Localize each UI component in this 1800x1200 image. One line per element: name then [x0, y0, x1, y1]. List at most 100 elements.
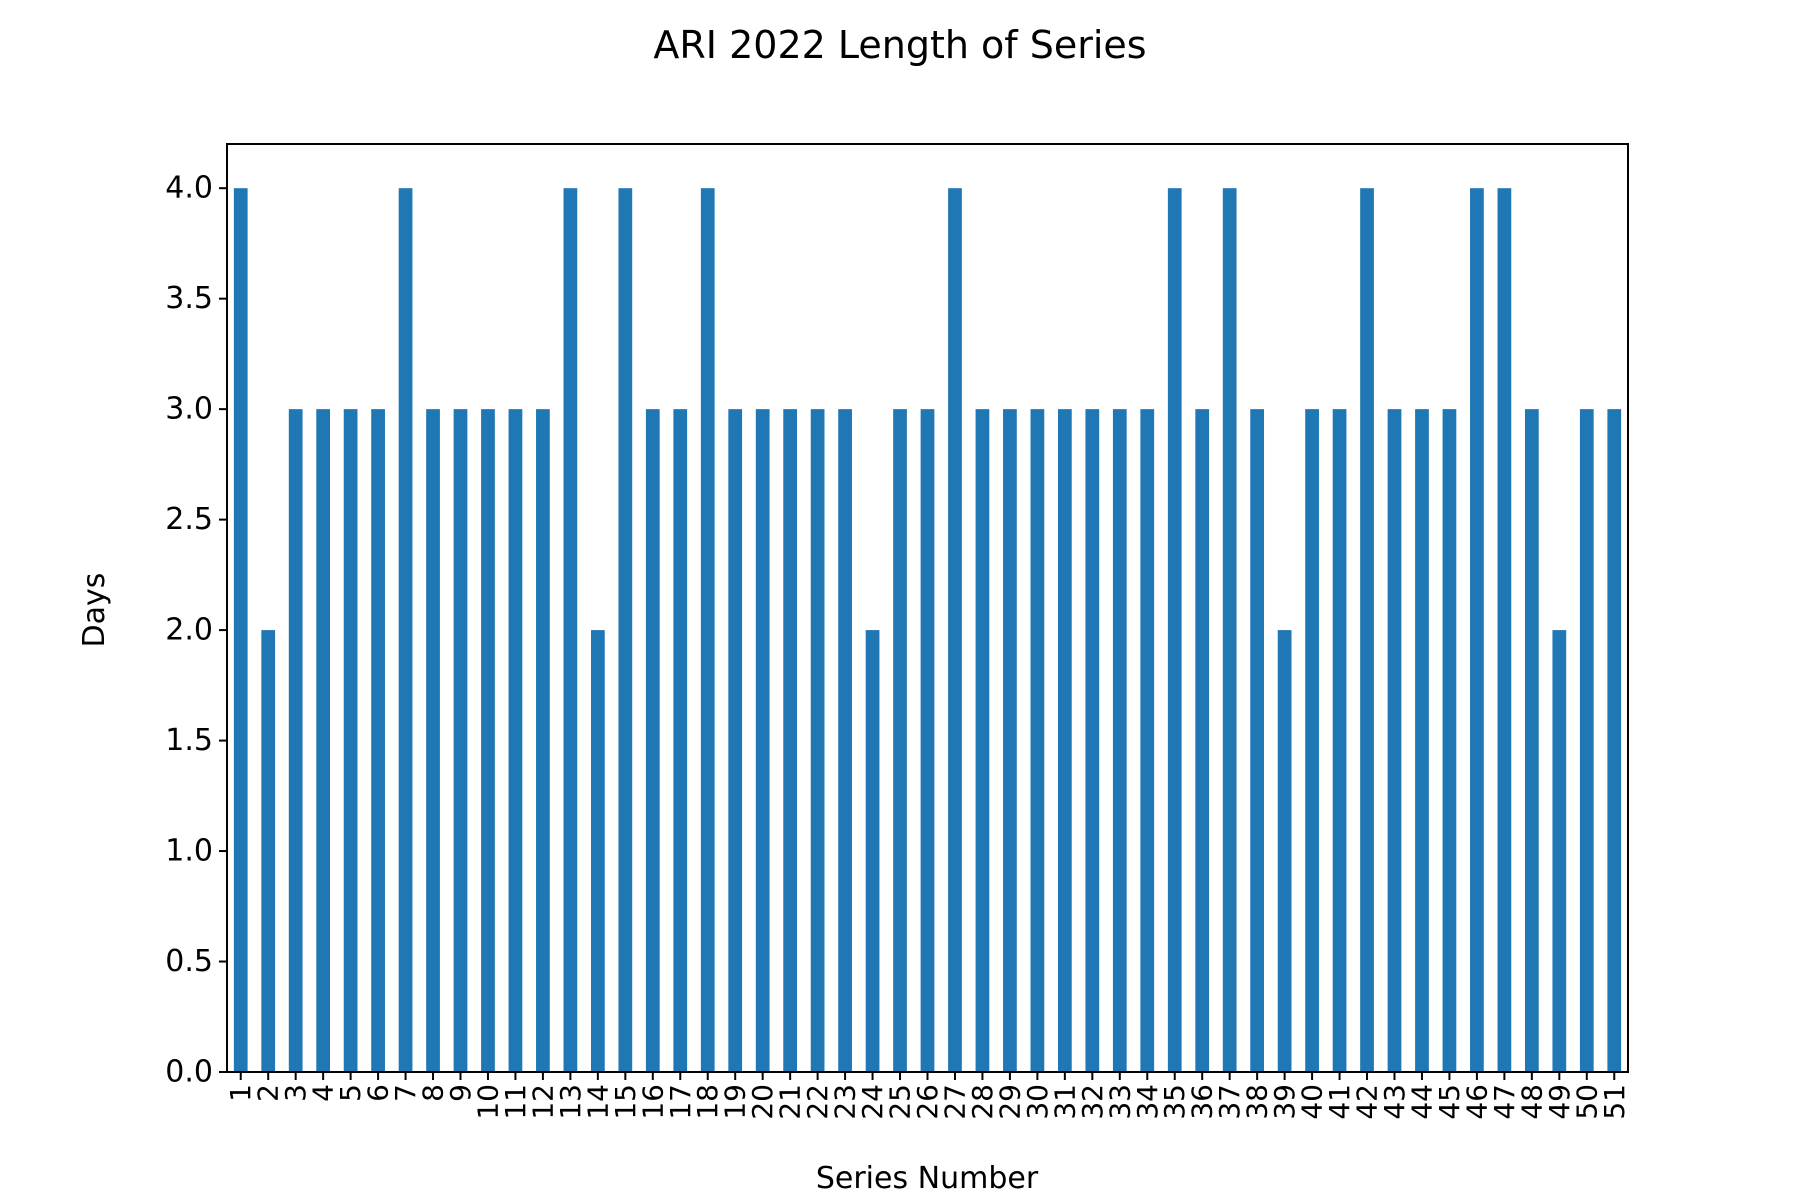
x-tick-label: 10: [471, 1084, 504, 1120]
y-tick-label: 0.5: [165, 944, 213, 979]
bar-series-46: [1470, 188, 1484, 1072]
bar-series-26: [920, 409, 935, 1073]
x-tick-label: 30: [1021, 1084, 1054, 1120]
bar-series-42: [1360, 188, 1374, 1072]
bar-series-28: [975, 409, 990, 1073]
plot-frame: [226, 143, 1629, 1073]
bar-series-31: [1057, 409, 1072, 1073]
x-tick-label: 2: [252, 1084, 285, 1102]
x-tick-label: 8: [417, 1084, 450, 1102]
x-tick-label: 40: [1296, 1084, 1329, 1120]
bar-series-33: [1112, 409, 1127, 1073]
x-tick-label: 14: [581, 1084, 614, 1120]
x-tick-label: 11: [499, 1084, 532, 1120]
x-tick-label: 46: [1460, 1084, 1493, 1120]
chart-title: ARI 2022 Length of Series: [653, 23, 1146, 67]
bar-series-25: [893, 409, 907, 1073]
x-tick-label: 17: [664, 1084, 697, 1120]
y-axis-label: Days: [77, 573, 112, 648]
x-axis-ticks: 1234567891011121314151617181920212223242…: [224, 1072, 1631, 1120]
y-axis-ticks: 0.0 0.5 1.0 1.5 2.0 2.5 3.0 3.5 4.0: [165, 171, 227, 1090]
bar-series-9: [453, 409, 468, 1073]
bar-series-8: [426, 409, 440, 1073]
x-tick-label: 41: [1323, 1084, 1356, 1120]
bar-series-40: [1305, 409, 1319, 1073]
x-tick-label: 22: [801, 1084, 834, 1120]
bar-series-34: [1140, 409, 1155, 1073]
x-tick-label: 29: [993, 1084, 1026, 1120]
x-tick-label: 1: [224, 1084, 257, 1102]
bar-series-16: [645, 409, 660, 1073]
x-tick-label: 51: [1598, 1084, 1631, 1120]
x-tick-label: 49: [1543, 1084, 1576, 1120]
bar-series-41: [1332, 409, 1347, 1073]
x-tick-label: 5: [334, 1084, 367, 1102]
y-tick-label: 3.5: [165, 281, 213, 316]
bar-series-20: [755, 409, 770, 1073]
bar-series-35: [1167, 188, 1182, 1072]
bar-series-50: [1579, 409, 1594, 1073]
x-tick-label: 21: [774, 1084, 807, 1120]
x-tick-label: 12: [526, 1084, 559, 1120]
bar-series-4: [316, 409, 331, 1073]
bar-series-12: [536, 409, 550, 1073]
bar-series-13: [563, 188, 578, 1072]
x-tick-label: 37: [1213, 1084, 1246, 1120]
x-tick-label: 42: [1351, 1084, 1384, 1120]
bar-series-43: [1387, 409, 1402, 1073]
x-tick-label: 48: [1515, 1084, 1548, 1120]
x-tick-label: 23: [829, 1084, 862, 1120]
x-tick-label: 50: [1570, 1084, 1603, 1120]
bar-series-30: [1030, 409, 1045, 1073]
bar-series-11: [508, 409, 523, 1073]
bar-series-51: [1607, 409, 1622, 1073]
x-tick-label: 26: [911, 1084, 944, 1120]
x-tick-label: 19: [719, 1084, 752, 1120]
x-tick-label: 15: [609, 1084, 642, 1120]
x-tick-label: 24: [856, 1084, 889, 1120]
y-tick-label: 2.5: [165, 502, 213, 537]
bar-series-47: [1497, 188, 1512, 1072]
x-tick-label: 43: [1378, 1084, 1411, 1120]
bars-group: [233, 188, 1622, 1073]
y-tick-label: 4.0: [165, 171, 213, 206]
bar-series-24: [865, 630, 880, 1072]
bar-series-49: [1552, 630, 1567, 1072]
x-tick-label: 36: [1186, 1084, 1219, 1120]
bar-series-23: [838, 409, 852, 1073]
bar-series-2: [261, 630, 276, 1072]
x-tick-label: 3: [279, 1084, 312, 1102]
bar-series-19: [728, 409, 743, 1073]
y-tick-label: 1.5: [165, 723, 213, 758]
bar-series-36: [1195, 409, 1210, 1073]
bar-series-3: [288, 409, 303, 1073]
x-tick-label: 47: [1488, 1084, 1521, 1120]
y-tick-label: 1.0: [165, 834, 213, 869]
x-tick-label: 25: [884, 1084, 917, 1120]
x-axis-label: Series Number: [816, 1161, 1039, 1196]
bar-series-10: [481, 409, 495, 1073]
bar-series-22: [810, 409, 825, 1073]
y-tick-label: 2.0: [165, 613, 213, 648]
bar-series-29: [1003, 409, 1017, 1073]
bar-series-6: [371, 409, 385, 1073]
y-tick-label: 3.0: [165, 392, 213, 427]
bar-series-18: [700, 188, 715, 1072]
bar-series-37: [1222, 188, 1237, 1072]
x-tick-label: 6: [362, 1084, 395, 1102]
x-tick-label: 34: [1131, 1084, 1164, 1120]
bar-series-15: [618, 188, 633, 1072]
x-tick-label: 13: [554, 1084, 587, 1120]
x-tick-label: 33: [1103, 1084, 1136, 1120]
bar-series-27: [948, 188, 962, 1072]
x-tick-label: 18: [691, 1084, 724, 1120]
bar-series-44: [1415, 409, 1429, 1073]
x-tick-label: 27: [938, 1084, 971, 1120]
bar-series-1: [233, 188, 248, 1072]
x-tick-label: 16: [636, 1084, 669, 1120]
bar-series-45: [1442, 409, 1457, 1073]
bar-series-21: [783, 409, 798, 1073]
x-tick-label: 20: [746, 1084, 779, 1120]
x-tick-label: 31: [1048, 1084, 1081, 1120]
